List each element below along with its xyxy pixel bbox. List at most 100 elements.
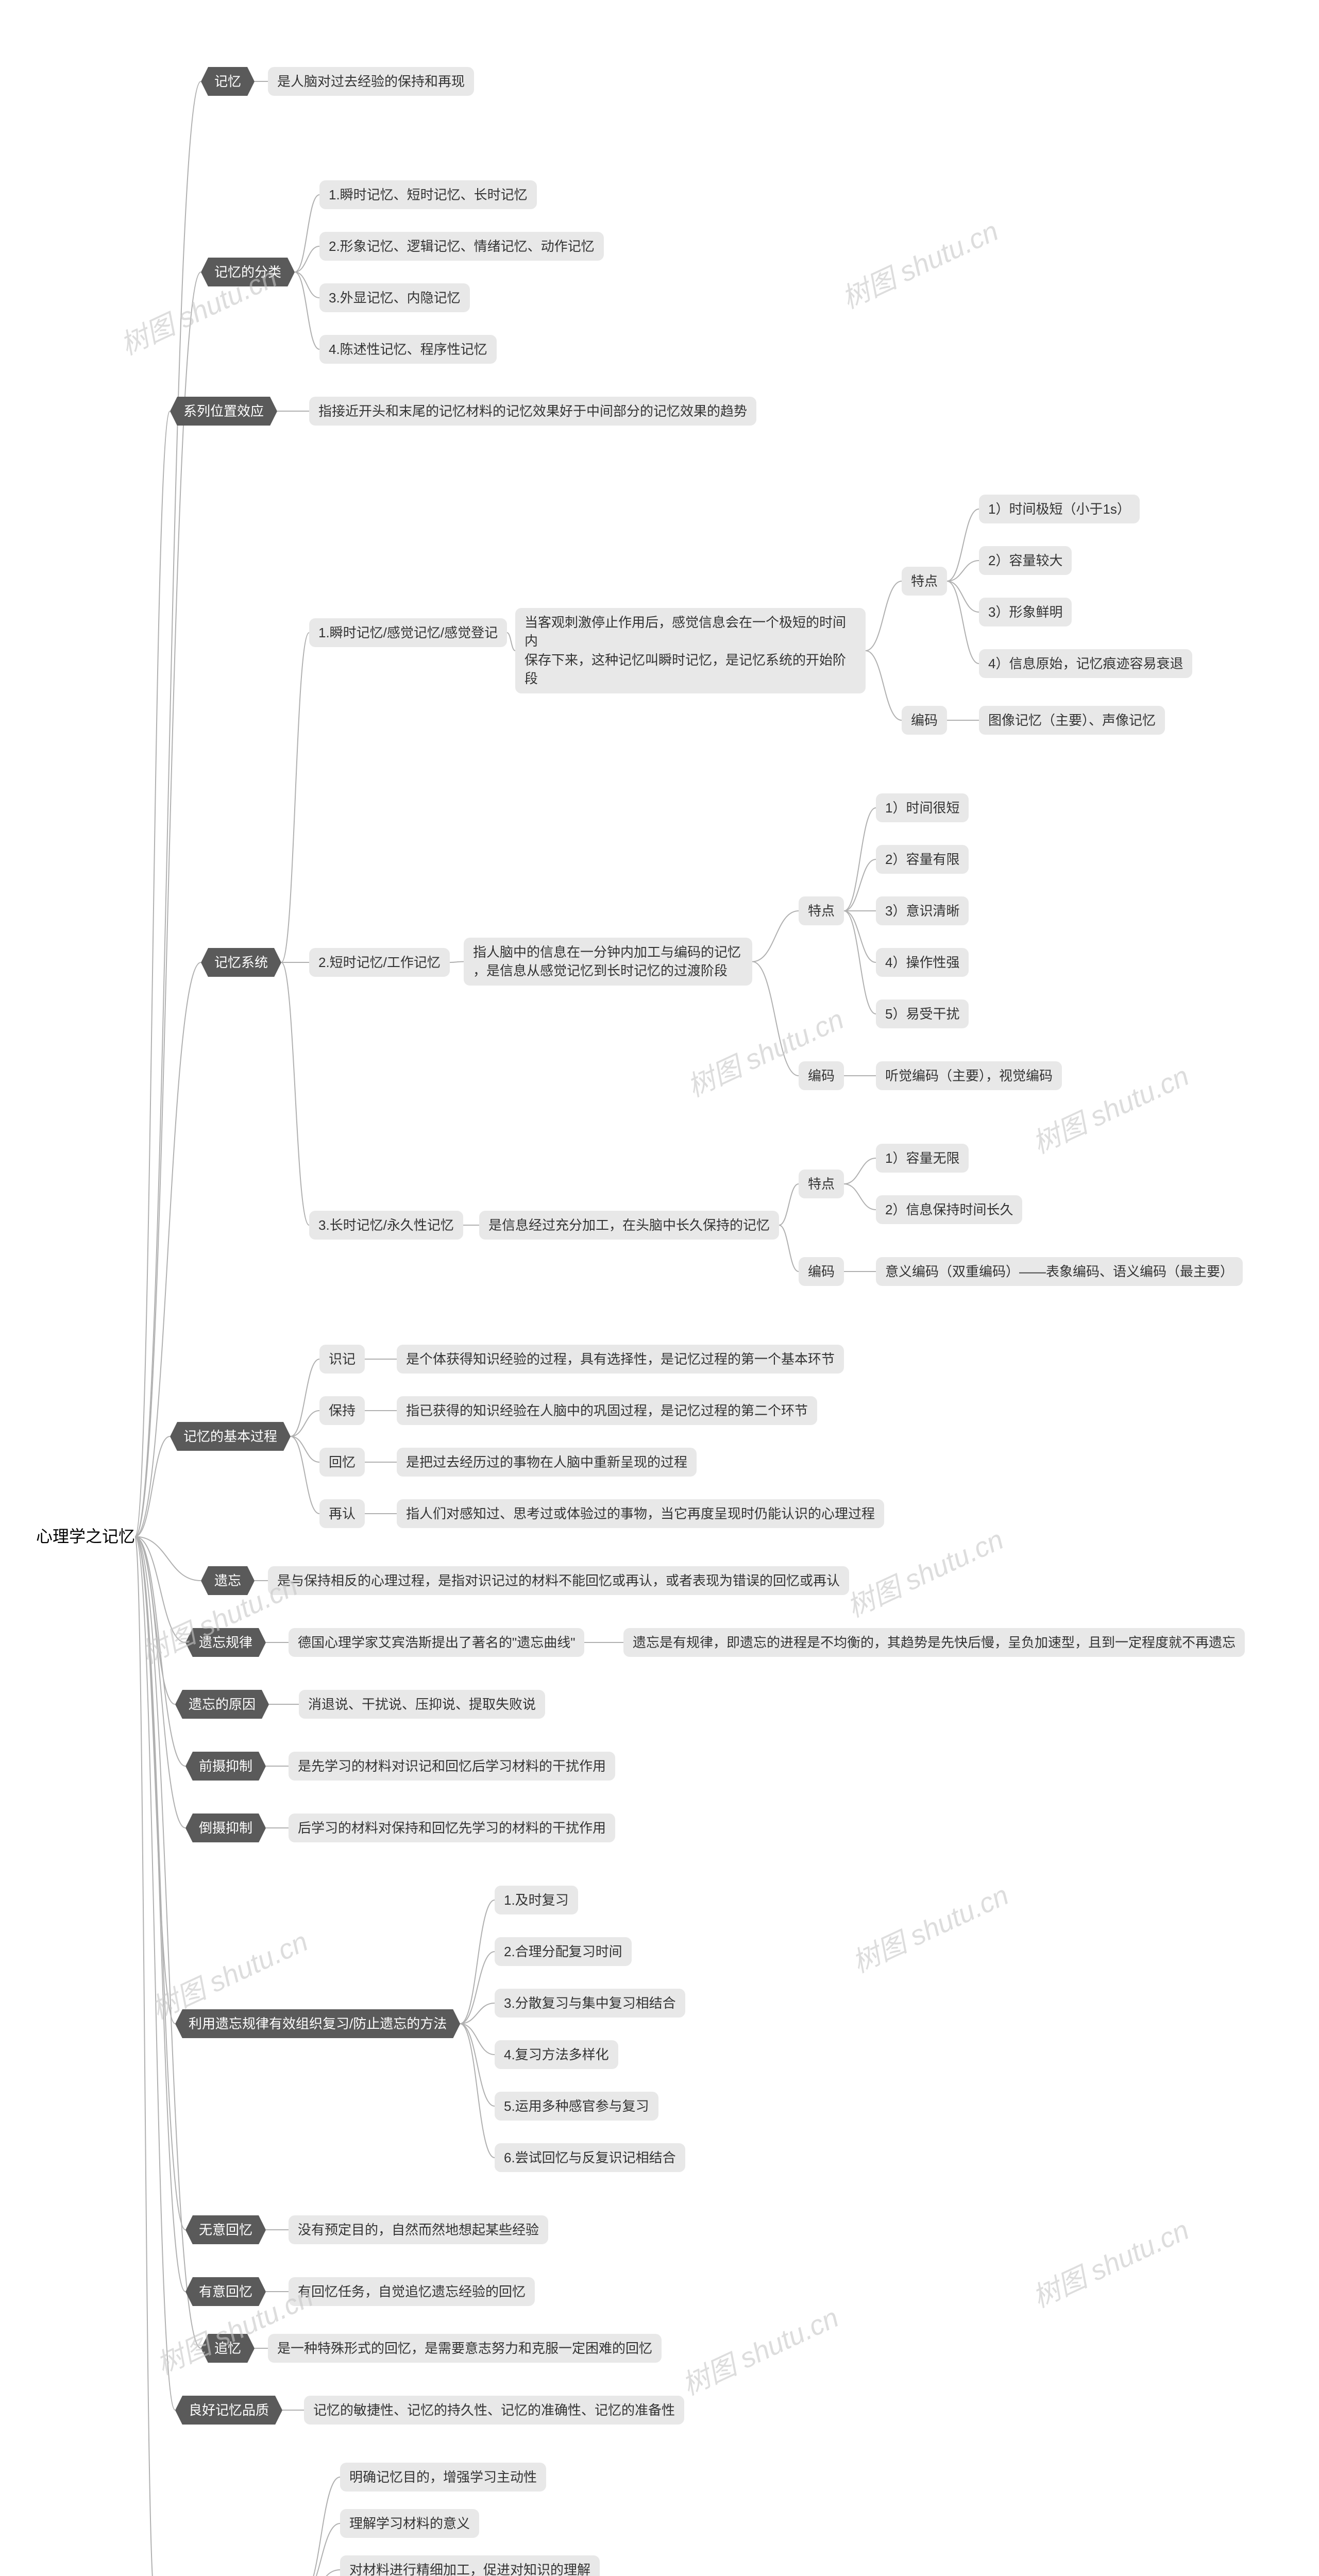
node-label: 4）操作性强 bbox=[885, 955, 959, 970]
mindmap-node: 3）意识清晰 bbox=[876, 896, 969, 925]
mindmap-node: 回忆 bbox=[319, 1448, 365, 1477]
node-label: 特点 bbox=[808, 903, 835, 919]
edge bbox=[295, 272, 319, 349]
mindmap-node: 系列位置效应 bbox=[170, 397, 277, 426]
mindmap-node: 编码 bbox=[902, 706, 947, 735]
node-label: 6.尝试回忆与反复识记相结合 bbox=[504, 2150, 676, 2165]
node-label: 特点 bbox=[911, 573, 938, 589]
edge bbox=[844, 859, 876, 911]
node-label: 遗忘是有规律，即遗忘的进程是不均衡的，其趋势是先快后慢，呈负加速型，且到一定程度… bbox=[633, 1635, 1236, 1650]
mindmap-node: 4.陈述性记忆、程序性记忆 bbox=[319, 335, 497, 364]
mindmap-node: 3.外显记忆、内隐记忆 bbox=[319, 283, 470, 312]
mindmap-node: 遗忘是有规律，即遗忘的进程是不均衡的，其趋势是先快后慢，呈负加速型，且到一定程度… bbox=[623, 1628, 1245, 1657]
mindmap-node: 6.尝试回忆与反复识记相结合 bbox=[495, 2143, 685, 2172]
mindmap-node: 2）容量较大 bbox=[979, 546, 1072, 575]
mindmap-node: 1）容量无限 bbox=[876, 1144, 969, 1173]
mindmap-node: 2.合理分配复习时间 bbox=[495, 1937, 632, 1966]
node-label: 指已获得的知识经验在人脑中的巩固过程，是记忆过程的第二个环节 bbox=[406, 1403, 808, 1418]
mindmap-node: 有意回忆 bbox=[185, 2277, 266, 2306]
edge bbox=[844, 808, 876, 911]
edge bbox=[295, 195, 319, 272]
mindmap-node: 良好记忆品质 bbox=[175, 2396, 282, 2425]
mindmap-node: 当客观刺激停止作用后，感觉信息会在一个极短的时间内 保存下来，这种记忆叫瞬时记忆… bbox=[515, 608, 866, 693]
node-label: 1.瞬时记忆/感觉记忆/感觉登记 bbox=[318, 625, 498, 640]
node-label: 记忆 bbox=[214, 74, 241, 89]
mindmap-node: 后学习的材料对保持和回忆先学习的材料的干扰作用 bbox=[289, 1814, 615, 1842]
node-label: 德国心理学家艾宾浩斯提出了著名的"遗忘曲线" bbox=[298, 1635, 575, 1650]
node-label: 3）形象鲜明 bbox=[988, 604, 1062, 620]
mindmap-node: 理解学习材料的意义 bbox=[340, 2509, 479, 2538]
node-label: 3.分散复习与集中复习相结合 bbox=[504, 1995, 676, 2011]
edge bbox=[779, 1225, 799, 1272]
mindmap-node: 3.分散复习与集中复习相结合 bbox=[495, 1989, 685, 2018]
edge bbox=[844, 1158, 876, 1184]
node-label: 4.陈述性记忆、程序性记忆 bbox=[329, 342, 487, 357]
node-label: 编码 bbox=[808, 1068, 835, 1083]
edge bbox=[291, 1436, 319, 1514]
node-label: 利用遗忘规律有效组织复习/防止遗忘的方法 bbox=[189, 2016, 447, 2031]
node-label: 听觉编码（主要），视觉编码 bbox=[885, 1068, 1053, 1083]
node-label: 回忆 bbox=[329, 1454, 356, 1470]
node-label: 记忆的分类 bbox=[214, 264, 281, 280]
mindmap-node: 保持 bbox=[319, 1396, 365, 1425]
mindmap-node: 4）操作性强 bbox=[876, 948, 969, 977]
mindmap-node: 指人脑中的信息在一分钟内加工与编码的记忆 ，是信息从感觉记忆到长时记忆的过渡阶段 bbox=[464, 938, 752, 986]
node-label: 当客观刺激停止作用后，感觉信息会在一个极短的时间内 保存下来，这种记忆叫瞬时记忆… bbox=[525, 615, 846, 686]
mindmap-node: 特点 bbox=[902, 567, 947, 596]
node-label: 5.运用多种感官参与复习 bbox=[504, 2098, 649, 2114]
node-label: 系列位置效应 bbox=[183, 403, 264, 419]
mindmap-node: 利用遗忘规律有效组织复习/防止遗忘的方法 bbox=[175, 2009, 460, 2038]
node-label: 无意回忆 bbox=[199, 2222, 252, 2238]
edge bbox=[302, 2523, 340, 2576]
node-label: 后学习的材料对保持和回忆先学习的材料的干扰作用 bbox=[298, 1820, 606, 1836]
mindmap-node: 1）时间极短（小于1s） bbox=[979, 495, 1140, 523]
mindmap-node: 是先学习的材料对识记和回忆后学习材料的干扰作用 bbox=[289, 1752, 615, 1781]
mindmap-node: 记忆 bbox=[201, 67, 255, 96]
mindmap-node: 是与保持相反的心理过程，是指对识记过的材料不能回忆或再认，或者表现为错误的回忆或… bbox=[268, 1566, 849, 1595]
edge bbox=[281, 633, 309, 962]
mindmap-node: 指已获得的知识经验在人脑中的巩固过程，是记忆过程的第二个环节 bbox=[397, 1396, 817, 1425]
node-label: 没有预定目的，自然而然地想起某些经验 bbox=[298, 2222, 539, 2238]
mindmap-node: 听觉编码（主要），视觉编码 bbox=[876, 1061, 1062, 1090]
mindmap-node: 记忆的基本过程 bbox=[170, 1422, 291, 1451]
mindmap-node: 遗忘的原因 bbox=[175, 1690, 269, 1719]
mindmap-node: 1.及时复习 bbox=[495, 1886, 578, 1914]
node-label: 记忆的基本过程 bbox=[183, 1429, 277, 1444]
mindmap-node: 特点 bbox=[799, 896, 844, 925]
mindmap-node: 是个体获得知识经验的过程，具有选择性，是记忆过程的第一个基本环节 bbox=[397, 1345, 844, 1374]
mindmap-node: 2.形象记忆、逻辑记忆、情绪记忆、动作记忆 bbox=[319, 232, 604, 261]
mindmap-node: 对材料进行精细加工，促进对知识的理解 bbox=[340, 2555, 600, 2576]
edge bbox=[866, 581, 902, 651]
mindmap-node: 遗忘规律 bbox=[185, 1628, 266, 1657]
mindmap-node: 有回忆任务，自觉追忆遗忘经验的回忆 bbox=[289, 2277, 535, 2306]
node-label: 指接近开头和末尾的记忆材料的记忆效果好于中间部分的记忆效果的趋势 bbox=[318, 403, 747, 419]
node-label: 是一种特殊形式的回忆，是需要意志努力和克服一定困难的回忆 bbox=[277, 2341, 652, 2356]
edge-layer bbox=[0, 0, 1319, 2576]
node-label: 2）信息保持时间长久 bbox=[885, 1202, 1013, 1217]
edge bbox=[295, 246, 319, 272]
mindmap-node: 特点 bbox=[799, 1170, 844, 1198]
mindmap-node: 指人们对感知过、思考过或体验过的事物，当它再度呈现时仍能认识的心理过程 bbox=[397, 1499, 884, 1528]
mindmap-node: 2）容量有限 bbox=[876, 845, 969, 874]
node-label: 是把过去经历过的事物在人脑中重新呈现的过程 bbox=[406, 1454, 687, 1470]
edge bbox=[281, 962, 309, 1225]
node-label: 消退说、干扰说、压抑说、提取失败说 bbox=[308, 1697, 536, 1712]
node-label: 明确记忆目的，增强学习主动性 bbox=[349, 2469, 537, 2485]
node-label: 指人脑中的信息在一分钟内加工与编码的记忆 ，是信息从感觉记忆到长时记忆的过渡阶段 bbox=[473, 944, 741, 978]
edge bbox=[507, 633, 515, 651]
edge bbox=[779, 1184, 799, 1225]
mindmap-node: 没有预定目的，自然而然地想起某些经验 bbox=[289, 2215, 548, 2244]
node-label: 记忆系统 bbox=[214, 955, 268, 970]
node-label: 再认 bbox=[329, 1506, 356, 1521]
node-label: 3.长时记忆/永久性记忆 bbox=[318, 1217, 454, 1233]
edge bbox=[844, 911, 876, 1014]
node-label: 对材料进行精细加工，促进对知识的理解 bbox=[349, 2562, 590, 2576]
mindmap-node: 记忆系统 bbox=[201, 948, 281, 977]
mindmap-node: 4）信息原始，记忆痕迹容易衰退 bbox=[979, 649, 1192, 678]
node-label: 有意回忆 bbox=[199, 2284, 252, 2299]
edge bbox=[135, 272, 201, 1537]
mindmap-node: 5.运用多种感官参与复习 bbox=[495, 2092, 658, 2121]
node-label: 1）时间极短（小于1s） bbox=[988, 501, 1130, 517]
node-label: 是先学习的材料对识记和回忆后学习材料的干扰作用 bbox=[298, 1758, 606, 1774]
mindmap-node: 遗忘 bbox=[201, 1566, 255, 1595]
